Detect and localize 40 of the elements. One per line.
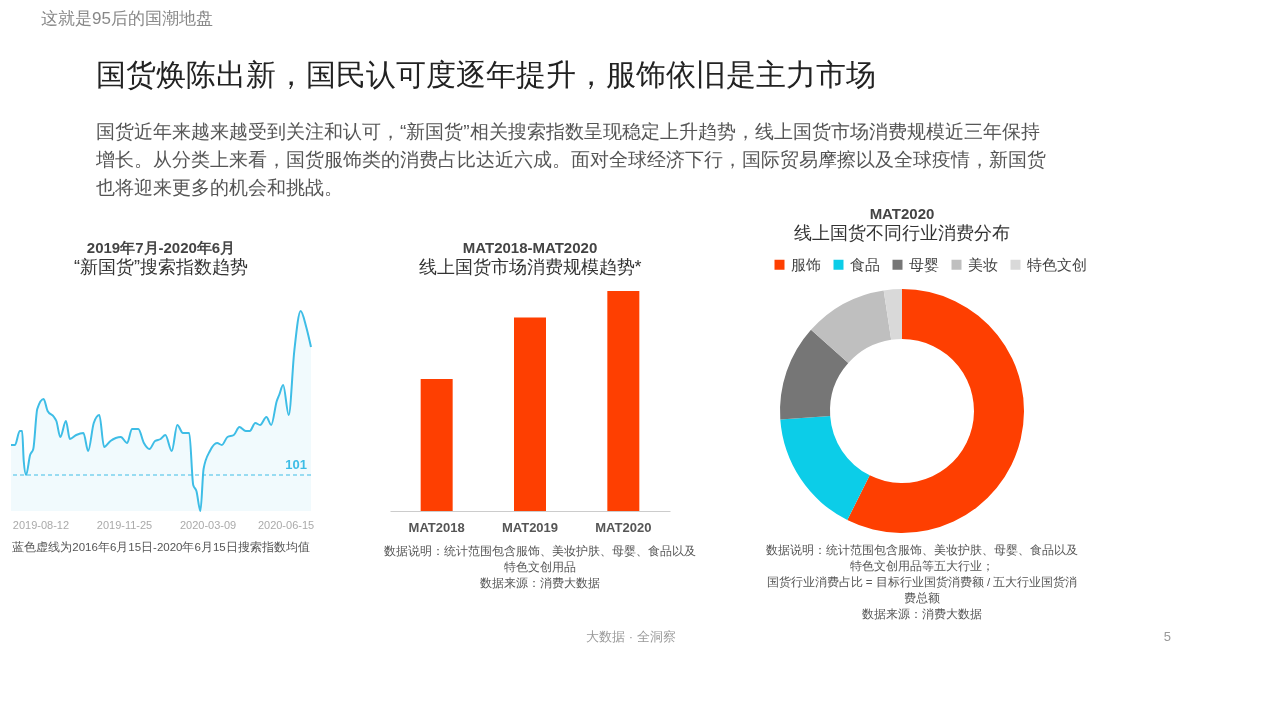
x-tick-label: 2020-03-09 xyxy=(179,518,237,531)
x-tick-label: 2019-08-12 xyxy=(12,518,70,531)
donut-slice xyxy=(847,289,1024,533)
donut-slice xyxy=(780,329,849,420)
text: 特色文创用品 xyxy=(504,560,576,573)
chart-subtitle: 线上国货不同行业消费分布 xyxy=(794,223,1010,243)
text: 数据说明：统计范围包含服饰、美妆护肤、母婴、食品以及 xyxy=(384,544,696,557)
text: 5 xyxy=(1163,629,1171,644)
text: 蓝色虚线为2016年6月15日-2020年6月15日搜索指数均值 xyxy=(12,541,310,553)
x-tick-label: MAT2020 xyxy=(595,519,652,535)
text: 也将迎来更多的机会和挑战。 xyxy=(96,177,343,198)
x-tick-label: 2020-06-15 xyxy=(257,518,315,531)
text: 这就是95后的国潮地盘 xyxy=(41,9,213,28)
chart-title: 2019年7月-2020年6月 xyxy=(86,239,236,256)
annotation: 101 xyxy=(285,457,307,472)
x-tick-label: MAT2019 xyxy=(501,519,559,535)
legend-label: 服饰 xyxy=(791,255,821,273)
legend-label: 母婴 xyxy=(909,255,939,273)
chart-subtitle: “新国货”搜索指数趋势 xyxy=(74,257,248,277)
donut-slice xyxy=(811,290,892,364)
legend-label: 食品 xyxy=(850,255,880,273)
chart-title: MAT2018-MAT2020 xyxy=(462,239,598,256)
x-tick-label: 2019-11-25 xyxy=(96,518,153,531)
source-note: 数据来源：消费大数据 xyxy=(480,577,600,589)
chart-subtitle: 线上国货市场消费规模趋势* xyxy=(418,257,642,277)
legend-label: 美妆 xyxy=(968,255,998,273)
text: 数据说明：统计范围包含服饰、美妆护肤、母婴、食品以及 xyxy=(766,543,1078,556)
text: 大数据 · 全洞察 xyxy=(586,629,676,644)
text: 增长。从分类上来看，国货服饰类的消费占比达近六成。面对全球经济下行，国际贸易摩擦以及全球疫情，新国货 xyxy=(95,149,1046,170)
text: 特色文创用品等五大行业； xyxy=(850,559,994,572)
text: 费总额 xyxy=(904,591,940,604)
source-note: 数据来源：消费大数据 xyxy=(862,608,982,620)
legend-label: 特色文创 xyxy=(1027,255,1087,273)
donut-slice xyxy=(780,415,870,521)
donut-slice xyxy=(883,289,902,340)
text: 国货行业消费占比 = 目标行业国货消费额 / 五大行业国货消 xyxy=(766,575,1078,589)
text: 国货焕陈出新，国民认可度逐年提升，服饰依旧是主力市场 xyxy=(96,58,876,91)
x-tick-label: MAT2018 xyxy=(408,519,465,535)
chart-title: MAT2020 xyxy=(869,205,935,222)
text: 国货近年来越来越受到关注和认可，“新国货”相关搜索指数呈现稳定上升趋势，线上国货市场消费规模近三年保持 xyxy=(96,121,1040,142)
